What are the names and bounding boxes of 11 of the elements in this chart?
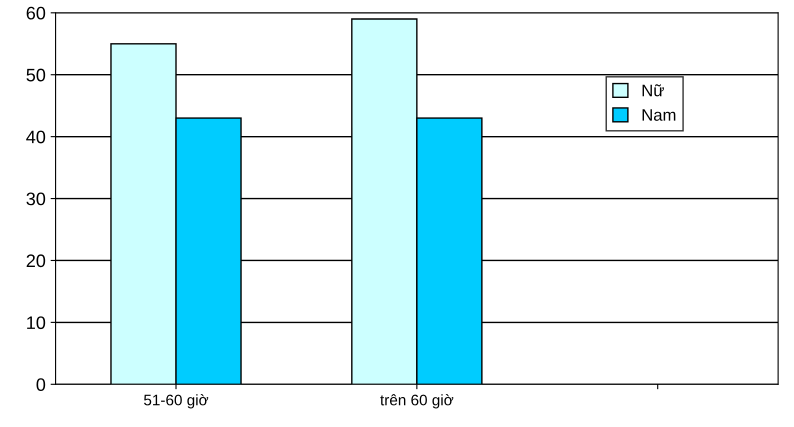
y-tick-label: 10 [27,316,46,330]
y-tick-label: 20 [26,254,46,268]
legend-label: Nam [642,109,676,121]
y-tick-label: 30 [26,192,46,206]
x-tick-label: trên 60 giờ [380,394,454,408]
y-tick-label: 40 [26,130,46,144]
legend-label: Nữ [642,84,664,96]
y-tick-label: 0 [36,378,46,392]
y-tick-label: 50 [26,68,46,82]
y-tick-label: 60 [26,6,46,20]
x-tick-label: 51-60 giờ [144,394,208,408]
